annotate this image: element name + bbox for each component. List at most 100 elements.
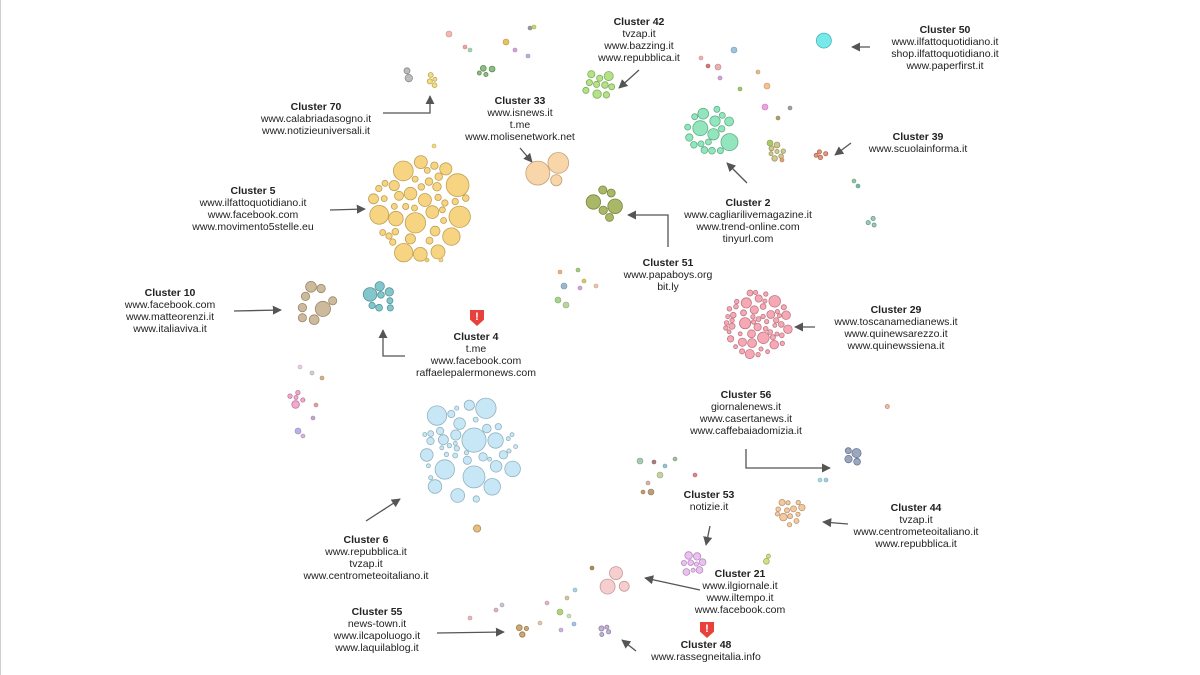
network-node [700,146,709,154]
cluster-domain: notizie.it [689,501,729,513]
cluster-domain: www.centrometeoitaliano.it [303,570,429,582]
cluster-domain: www.iltempo.it [706,592,774,604]
network-node [786,522,793,528]
network-node [783,324,793,335]
node-group [297,280,338,326]
network-node [451,198,459,206]
cluster-domain: www.facebook.com [694,604,786,616]
cluster-4-label: Cluster 4 t.me www.facebook.com raffaelepal… [416,331,536,379]
network-node [737,331,743,337]
network-node [599,578,616,595]
network-node [784,507,790,514]
network-node [798,503,806,512]
network-node [448,205,471,228]
node-group [684,105,739,155]
network-node [737,86,743,92]
network-node [294,427,302,435]
network-node [795,499,801,506]
network-node [295,389,301,396]
cluster-domain: www.ilgiornale.it [702,580,778,592]
network-node [823,151,829,157]
network-node [380,195,388,203]
pointer-arrow [745,449,831,473]
node-group [525,152,570,187]
network-node [713,105,721,113]
network-node [375,303,383,312]
network-node [680,560,687,567]
network-node [851,448,862,459]
network-node [544,600,550,606]
cluster-title: Cluster 21 [714,568,766,580]
cluster-domain: www.casertanews.it [699,413,793,425]
network-node [780,304,787,311]
network-node [717,75,723,81]
network-node [564,595,570,601]
network-node [385,232,393,240]
network-node [377,291,385,299]
network-node [368,193,379,205]
cluster-title: Cluster 42 [613,16,665,28]
network-node [601,81,609,89]
network-node [778,498,786,506]
cluster-39-label: Cluster 39 www.scuolainforma.it [869,131,968,155]
network-node [730,311,737,319]
network-node [777,321,785,328]
pointer-arrow [726,162,748,184]
network-node [775,115,781,121]
network-node [493,607,499,613]
network-node [606,629,612,635]
node-group [844,447,862,466]
network-node [424,177,434,186]
cluster-title: Cluster 50 [919,24,971,36]
network-node [759,303,767,310]
pointer-arrow [703,525,713,546]
cluster-48-label: Cluster 48 www.rassegneitalia.info [651,639,761,663]
cluster-title: Cluster 55 [351,606,403,618]
network-node [308,314,320,326]
network-node [297,302,307,313]
network-node [422,432,428,437]
network-node [293,395,299,400]
network-node [423,166,431,174]
network-node [504,460,521,478]
network-node [765,349,770,355]
cluster-domain: t.me [465,343,487,355]
network-node [430,161,439,170]
network-node [571,621,577,627]
network-node [587,70,596,79]
network-node [310,415,316,421]
network-node [488,65,496,73]
pointer-arrow [378,329,405,357]
cluster-domain: t.me [509,119,531,131]
network-node [774,511,780,517]
network-node [537,620,543,626]
network-node [389,238,397,246]
cluster-domain: www.movimento5stelle.eu [192,221,314,233]
network-node [441,199,449,207]
network-node [427,430,435,437]
cluster-10-label: Cluster 10 www.facebook.com www.matteorenz… [125,287,215,335]
network-node [438,257,444,263]
node-group [426,72,438,88]
network-node [489,460,503,473]
cluster-domain: www.rassegneitalia.info [651,651,761,663]
pointer-arrow [329,204,366,214]
cluster-29-label: Cluster 29 www.toscanamedianews.it www.qui… [834,304,957,352]
cluster-domain: www.laquilablog.it [335,642,419,654]
network-node [740,309,747,317]
cluster-title: Cluster 44 [890,502,942,514]
network-node [636,457,644,465]
network-node [404,212,426,234]
network-node [781,310,791,320]
network-node [763,291,769,297]
pointer-arrow [627,210,669,247]
cluster-title: Cluster 6 [343,534,389,546]
network-node [682,568,691,576]
network-node [723,320,730,326]
network-node [609,566,623,580]
node-group [774,498,806,528]
network-node [575,267,581,273]
network-node [844,447,852,455]
network-node [462,465,486,489]
